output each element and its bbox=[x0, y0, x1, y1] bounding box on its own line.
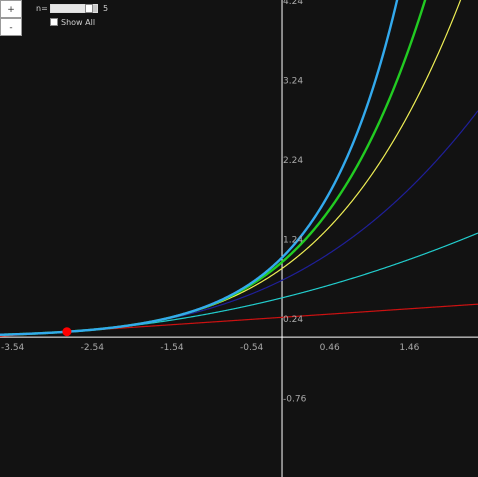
y-tick-label: 4.24 bbox=[283, 0, 303, 7]
y-tick-label: 2.24 bbox=[283, 156, 303, 166]
zoom-out-button[interactable]: - bbox=[0, 18, 22, 36]
show-all-label: Show All bbox=[61, 18, 96, 27]
x-tick-label: -1.54 bbox=[160, 343, 184, 353]
zoom-in-button[interactable]: + bbox=[0, 0, 22, 18]
center-point bbox=[62, 327, 72, 337]
n-slider-fill bbox=[51, 5, 85, 12]
taylor-degree-2 bbox=[0, 232, 478, 335]
x-tick-label: 1.46 bbox=[399, 343, 419, 353]
y-tick-label: -0.76 bbox=[283, 395, 307, 405]
curves bbox=[0, 0, 478, 337]
y-tick-label: 1.24 bbox=[283, 236, 303, 246]
n-label: n= bbox=[36, 4, 48, 13]
x-tick-label: -2.54 bbox=[81, 343, 105, 353]
x-tick-label: -0.54 bbox=[240, 343, 264, 353]
y-tick-label: 0.24 bbox=[283, 315, 303, 325]
y-tick-label: 3.24 bbox=[283, 77, 303, 87]
taylor-degree-3 bbox=[0, 110, 478, 336]
exp-curve bbox=[0, 0, 399, 336]
tick-labels: -3.54 -2.54 -1.54 -0.54 0.46 1.46 4.24 3.24 2.24… bbox=[1, 0, 420, 405]
taylor-degree-4 bbox=[0, 0, 462, 336]
show-all-checkbox[interactable] bbox=[50, 18, 58, 26]
taylor-degree-5 bbox=[0, 0, 427, 336]
n-value: 5 bbox=[103, 4, 109, 13]
x-tick-label: -3.54 bbox=[1, 343, 25, 353]
x-tick-label: 0.46 bbox=[320, 343, 340, 353]
n-slider-thumb[interactable] bbox=[85, 4, 93, 13]
n-slider[interactable] bbox=[50, 4, 98, 13]
